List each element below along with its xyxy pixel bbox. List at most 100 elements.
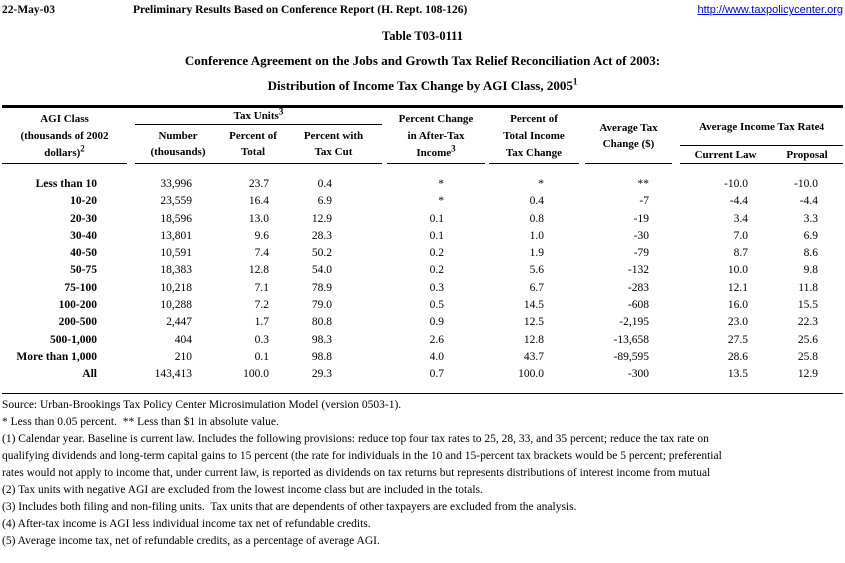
value-cell: 0.3 (429, 281, 444, 294)
col-header-proposal: Proposal (786, 148, 828, 161)
value-cell: 6.9 (803, 229, 818, 242)
value-cell: 25.8 (797, 350, 818, 363)
agi-class-cell: Less than 10 (35, 178, 97, 190)
value-cell: 25.6 (797, 333, 818, 346)
table-row: 500-1,000 404 0.3 98.3 2.6 12.8 -13,658 27.5 25.… (2, 332, 843, 349)
col-group-average-income-tax-rate: Average Income Tax Rate 4 Current Law Pro… (680, 108, 843, 164)
table-row: 40-50 10,591 7.4 50.2 0.2 1.9 -79 8.7 8.6 (2, 245, 843, 262)
value-cell: 13.0 (248, 212, 269, 225)
table-row: All 143,413 100.0 29.3 0.7 100.0 -300 13.5 12.9 (2, 366, 843, 383)
agi-class-cell: 500-1,000 (50, 333, 97, 346)
note-line: Source: Urban-Brookings Tax Policy Cente… (2, 398, 402, 411)
value-cell: 7.0 (733, 229, 748, 242)
value-cell: 16.4 (248, 195, 269, 208)
value-cell: 98.8 (311, 350, 332, 363)
value-cell: 13.5 (727, 368, 748, 381)
value-cell: 100.0 (243, 368, 269, 381)
value-cell: 12.9 (797, 368, 818, 381)
tax-units-text: Tax Units (233, 110, 279, 122)
value-cell: 43.7 (523, 350, 544, 363)
value-cell: * (438, 195, 444, 208)
taxpolicycenter-link[interactable]: http://www.taxpolicycenter.org (697, 4, 843, 16)
number-line2: (thousands) (150, 146, 206, 158)
act-title: Conference Agreement on the Jobs and Gro… (184, 53, 661, 68)
value-cell: 10,218 (160, 281, 192, 294)
avg-rate-label: Average Income Tax Rate 4 (680, 108, 843, 146)
col-header-average-tax-change: Average Tax Change ($) (585, 108, 672, 164)
agi-class-cell: 30-40 (70, 229, 97, 242)
value-cell: 3.4 (733, 212, 748, 225)
value-cell: 10,288 (160, 299, 192, 312)
table-row: 100-200 10,288 7.2 79.0 0.5 14.5 -608 16.0 15.5 (2, 297, 843, 314)
value-cell: -19 (633, 212, 649, 225)
table-row: 20-30 18,596 13.0 12.9 0.1 0.8 -19 3.4 3.3 (2, 211, 843, 228)
pct-cut-line2: Tax Cut (314, 146, 353, 158)
value-cell: 12.1 (727, 281, 748, 294)
agi-line1: AGI Class (40, 113, 89, 125)
value-cell: 29.3 (311, 368, 332, 381)
col-header-pct-total-income-tax-change: Percent of Total Income Tax Change (489, 108, 579, 164)
value-cell: -300 (627, 368, 649, 381)
table-row: 50-75 18,383 12.8 54.0 0.2 5.6 -132 10.0 9.8 (2, 262, 843, 279)
value-cell: 0.2 (429, 247, 444, 260)
table-header: AGI Class (thousands of 2002 dollars)2 T… (2, 107, 843, 164)
value-cell: -608 (627, 299, 649, 312)
agi-class-cell: 100-200 (58, 299, 97, 312)
pct-change-line1: Percent Change (398, 113, 474, 125)
agi-class-cell: 50-75 (70, 264, 97, 277)
value-cell: -4.4 (729, 195, 748, 208)
col-header-number: Number (thousands) (135, 128, 221, 160)
value-cell: 12.8 (248, 264, 269, 277)
value-cell: 1.7 (254, 316, 269, 329)
col-header-percent-with-tax-cut: Percent with Tax Cut (285, 128, 382, 160)
avg-rate-subheaders: Current Law Proposal (680, 146, 843, 163)
value-cell: 12.8 (523, 333, 544, 346)
note-line: qualifying dividends and long-term capit… (2, 449, 722, 462)
value-cell: 15.5 (797, 299, 818, 312)
value-cell: 98.3 (311, 333, 332, 346)
value-cell: -283 (627, 281, 649, 294)
table-top-double-rule (2, 105, 843, 108)
pct-total-line1: Percent of (229, 130, 277, 142)
table-number-title: Table T03-0111 (382, 29, 463, 43)
value-cell: 80.8 (311, 316, 332, 329)
note-line: rates would not apply to income that, un… (2, 466, 711, 479)
value-cell: 23,559 (160, 195, 192, 208)
agi-line2: (thousands of 2002 (20, 130, 109, 142)
value-cell: 18,383 (160, 264, 192, 277)
agi-class-cell: 10-20 (70, 195, 97, 208)
url-cell: http://www.taxpolicycenter.org (697, 4, 843, 16)
agi-class-cell: 40-50 (70, 247, 97, 260)
pct-cut-line1: Percent with (303, 130, 364, 142)
title-block: Table T03-0111 Conference Agreement on t… (2, 29, 843, 94)
value-cell: 143,413 (154, 368, 192, 381)
value-cell: 8.6 (803, 247, 818, 260)
col-header-current-law: Current Law (694, 148, 757, 161)
avg-change-line1: Average Tax (599, 121, 658, 134)
table-row: 75-100 10,218 7.1 78.9 0.3 6.7 -283 12.1 11.8 (2, 280, 843, 297)
value-cell: -30 (633, 229, 649, 242)
value-cell: -79 (633, 247, 649, 260)
value-cell: 210 (174, 350, 192, 363)
value-cell: -10.0 (794, 178, 818, 190)
note-line: (2) Tax units with negative AGI are excl… (2, 483, 483, 496)
agi-line3: dollars)2 (2, 144, 127, 162)
value-cell: 13,801 (160, 229, 192, 242)
value-cell: 0.2 (429, 264, 444, 277)
value-cell: -4.4 (799, 195, 818, 208)
table-row: 200-500 2,447 1.7 80.8 0.9 12.5 -2,195 23.0 22.3 (2, 314, 843, 331)
value-cell: 6.7 (529, 281, 544, 294)
value-cell: 3.3 (803, 212, 818, 225)
value-cell: 5.6 (529, 264, 544, 277)
value-cell: 9.8 (803, 264, 818, 277)
value-cell: 79.0 (311, 299, 332, 312)
col-header-pct-change-after-tax-income: Percent Change in After-Tax Income3 (387, 108, 485, 164)
report-date: 22-May-03 (2, 4, 56, 16)
value-cell: 1.9 (529, 247, 544, 260)
value-cell: 0.7 (429, 368, 444, 381)
table-bottom-rule (2, 392, 843, 394)
note-line: * Less than 0.05 percent. ** Less than $… (2, 415, 279, 428)
value-cell: * (438, 178, 444, 190)
value-cell: 33,996 (160, 178, 192, 190)
pct-change-line3: Income3 (387, 144, 485, 162)
